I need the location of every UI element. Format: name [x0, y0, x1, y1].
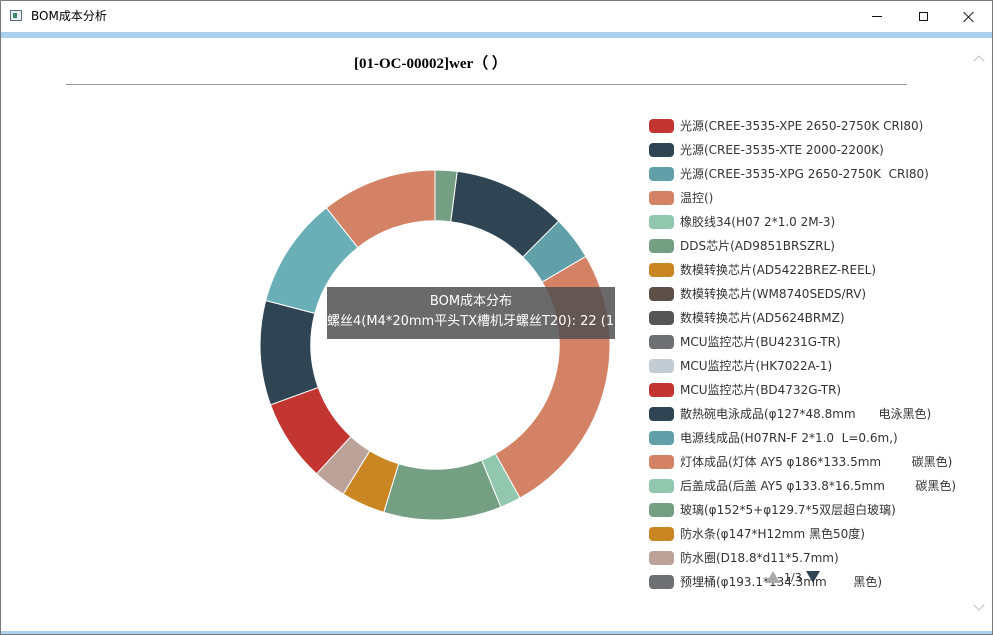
donut-slice[interactable] [383, 459, 502, 521]
cost-donut-chart[interactable] [240, 150, 630, 540]
legend-item[interactable]: 电源线成品(H07RN-F 2*1.0 L=0.6m,) [649, 426, 959, 450]
legend-pager: 1/3 [766, 570, 820, 584]
legend-item[interactable]: 防水条(φ147*H12mm 黑色50度) [649, 522, 959, 546]
legend-item[interactable]: 玻璃(φ152*5+φ129.7*5双层超白玻璃) [649, 498, 959, 522]
maximize-button[interactable] [900, 1, 946, 32]
legend-label: MCU监控芯片(BU4231G-TR) [680, 335, 841, 349]
legend-item[interactable]: 灯体成品(灯体 AY5 φ186*133.5mm 碳黑色) [649, 450, 959, 474]
tooltip-series-name: BOM成本分布 [429, 294, 513, 309]
legend-swatch [649, 335, 674, 349]
tooltip-text: 螺丝4(M4*20mm平头TX槽机牙螺丝T20): 22 (10.09%) [327, 314, 615, 329]
legend-item[interactable]: 光源(CREE-3535-XPG 2650-2750K CRI80) [649, 162, 959, 186]
legend-label: 散热碗电泳成品(φ127*48.8mm 电泳黑色) [680, 407, 932, 421]
legend-label: 橡胶线34(H07 2*1.0 2M-3) [680, 215, 836, 229]
scroll-down-button[interactable] [973, 599, 985, 611]
legend-item[interactable]: MCU监控芯片(BD4732G-TR) [649, 378, 959, 402]
legend-label: 光源(CREE-3535-XPE 2650-2750K CRI80) [680, 119, 924, 133]
legend-item[interactable]: 数模转换芯片(WM8740SEDS/RV) [649, 282, 959, 306]
legend-item[interactable]: 数模转换芯片(AD5422BREZ-REEL) [649, 258, 959, 282]
legend-item[interactable]: MCU监控芯片(BU4231G-TR) [649, 330, 959, 354]
close-icon [963, 11, 975, 23]
chevron-up-icon [973, 55, 985, 67]
legend-prev-page-icon[interactable] [766, 571, 780, 583]
legend-item[interactable]: 光源(CREE-3535-XTE 2000-2200K) [649, 138, 959, 162]
legend-label: 数模转换芯片(WM8740SEDS/RV) [680, 287, 867, 301]
scroll-up-button[interactable] [973, 54, 985, 67]
title-bar[interactable]: BOM成本分析 [1, 1, 992, 32]
legend-swatch [649, 263, 674, 277]
legend-label: 玻璃(φ152*5+φ129.7*5双层超白玻璃) [680, 503, 896, 517]
legend-item[interactable]: 光源(CREE-3535-XPE 2650-2750K CRI80) [649, 114, 959, 138]
legend-swatch [649, 503, 674, 517]
title-divider [66, 84, 907, 85]
legend-swatch [649, 143, 674, 157]
legend-label: 光源(CREE-3535-XTE 2000-2200K) [680, 143, 884, 157]
chart-legend: 光源(CREE-3535-XPE 2650-2750K CRI80) 光源(CRE… [649, 114, 959, 594]
donut-slice[interactable] [259, 299, 319, 406]
legend-label: 预埋桶(φ193.1*134.3mm 黑色) [680, 575, 883, 589]
legend-swatch [649, 575, 674, 589]
legend-swatch [649, 287, 674, 301]
legend-swatch [649, 455, 674, 469]
donut-slice[interactable] [325, 169, 436, 249]
legend-item[interactable]: DDS芯片(AD9851BRSZRL) [649, 234, 959, 258]
legend-swatch [649, 407, 674, 421]
legend-swatch [649, 359, 674, 373]
legend-item[interactable]: MCU监控芯片(HK7022A-1) [649, 354, 959, 378]
legend-label: 光源(CREE-3535-XPG 2650-2750K CRI80) [680, 167, 929, 181]
chevron-down-icon [973, 599, 985, 611]
report-title: [01-OC-00002]wer（ ） [354, 56, 507, 72]
legend-label: 温控() [680, 191, 714, 205]
legend-item[interactable]: 防水圈(D18.8*d11*5.7mm) [649, 546, 959, 570]
vertical-scrollbar[interactable] [967, 38, 992, 631]
legend-label: 数模转换芯片(AD5422BREZ-REEL) [680, 263, 877, 277]
legend-swatch [649, 527, 674, 541]
legend-label: 灯体成品(灯体 AY5 φ186*133.5mm 碳黑色) [680, 455, 953, 469]
legend-label: 后盖成品(后盖 AY5 φ133.8*16.5mm 碳黑色) [680, 479, 957, 493]
minimize-button[interactable] [854, 1, 900, 32]
legend-swatch [649, 191, 674, 205]
legend-page-info: 1/3 [784, 570, 802, 584]
frame-bottom-border [1, 631, 992, 634]
chart-tooltip: BOM成本分布 螺丝4(M4*20mm平头TX槽机牙螺丝T20): 22 (10… [327, 287, 615, 339]
close-button[interactable] [946, 1, 992, 32]
legend-item[interactable]: 预埋桶(φ193.1*134.3mm 黑色) [649, 570, 959, 594]
legend-swatch [649, 479, 674, 493]
legend-swatch [649, 167, 674, 181]
maximize-icon [918, 12, 928, 21]
legend-item[interactable]: 橡胶线34(H07 2*1.0 2M-3) [649, 210, 959, 234]
legend-label: 防水圈(D18.8*d11*5.7mm) [680, 551, 839, 565]
legend-item[interactable]: 后盖成品(后盖 AY5 φ133.8*16.5mm 碳黑色) [649, 474, 959, 498]
window-title: BOM成本分析 [31, 9, 107, 23]
frame-top-border [1, 32, 992, 38]
legend-label: 数模转换芯片(AD5624BRMZ) [680, 311, 845, 325]
legend-label: MCU监控芯片(BD4732G-TR) [680, 383, 842, 397]
minimize-icon [872, 16, 882, 17]
legend-label: MCU监控芯片(HK7022A-1) [680, 359, 833, 373]
legend-swatch [649, 119, 674, 133]
legend-label: DDS芯片(AD9851BRSZRL) [680, 239, 835, 253]
legend-swatch [649, 311, 674, 325]
legend-swatch [649, 551, 674, 565]
legend-swatch [649, 383, 674, 397]
legend-swatch [649, 215, 674, 229]
legend-swatch [649, 431, 674, 445]
legend-label: 电源线成品(H07RN-F 2*1.0 L=0.6m,) [680, 431, 898, 445]
legend-item[interactable]: 数模转换芯片(AD5624BRMZ) [649, 306, 959, 330]
legend-label: 防水条(φ147*H12mm 黑色50度) [680, 527, 865, 541]
app-icon [10, 10, 22, 21]
legend-item[interactable]: 散热碗电泳成品(φ127*48.8mm 电泳黑色) [649, 402, 959, 426]
legend-swatch [649, 239, 674, 253]
legend-item[interactable]: 温控() [649, 186, 959, 210]
legend-next-page-icon[interactable] [805, 571, 820, 583]
